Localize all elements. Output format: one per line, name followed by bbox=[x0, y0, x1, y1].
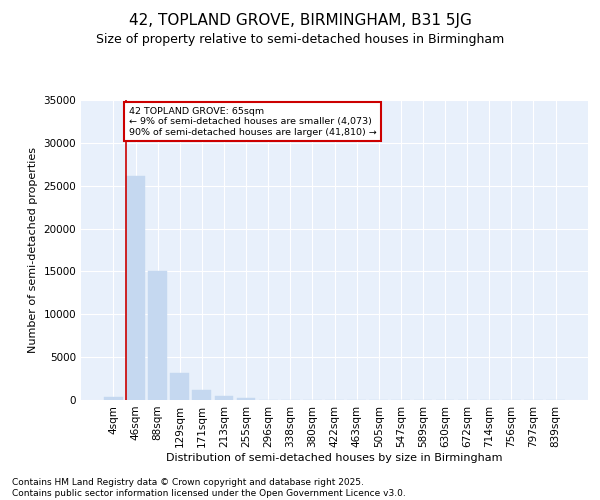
Bar bbox=[193, 390, 211, 400]
Bar bbox=[215, 396, 233, 400]
Bar bbox=[126, 176, 145, 400]
Text: Size of property relative to semi-detached houses in Birmingham: Size of property relative to semi-detach… bbox=[96, 32, 504, 46]
Text: 42 TOPLAND GROVE: 65sqm
← 9% of semi-detached houses are smaller (4,073)
90% of : 42 TOPLAND GROVE: 65sqm ← 9% of semi-det… bbox=[129, 107, 377, 136]
Bar bbox=[148, 270, 167, 400]
Text: Contains HM Land Registry data © Crown copyright and database right 2025.
Contai: Contains HM Land Registry data © Crown c… bbox=[12, 478, 406, 498]
X-axis label: Distribution of semi-detached houses by size in Birmingham: Distribution of semi-detached houses by … bbox=[166, 452, 503, 462]
Bar bbox=[170, 372, 189, 400]
Y-axis label: Number of semi-detached properties: Number of semi-detached properties bbox=[28, 147, 38, 353]
Bar bbox=[104, 397, 123, 400]
Text: 42, TOPLAND GROVE, BIRMINGHAM, B31 5JG: 42, TOPLAND GROVE, BIRMINGHAM, B31 5JG bbox=[128, 12, 472, 28]
Bar bbox=[236, 398, 256, 400]
